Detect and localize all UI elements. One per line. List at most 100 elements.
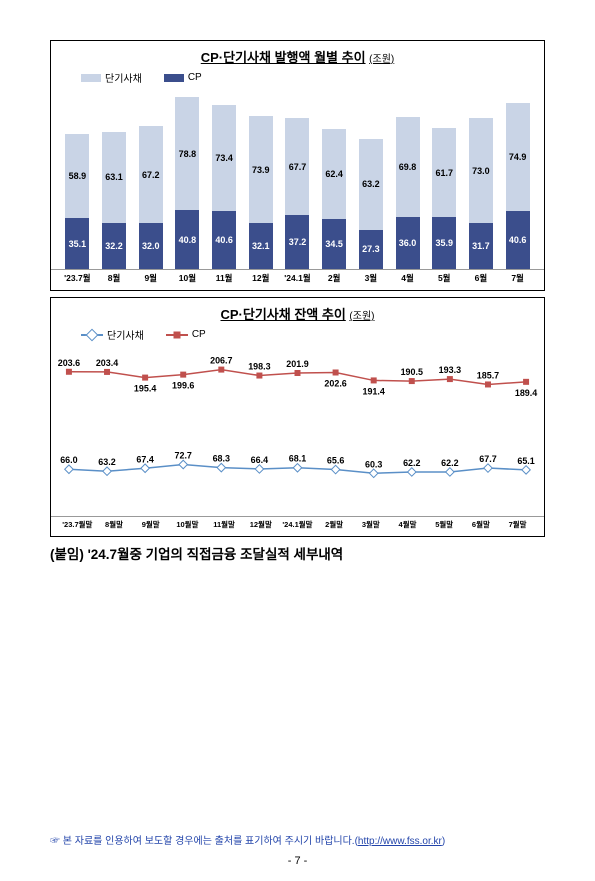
bar-segment-short: 69.8 <box>396 117 420 218</box>
bar-value-short: 74.9 <box>506 152 530 162</box>
bar-segment-cp: 36.0 <box>396 217 420 269</box>
xaxis-label: '23.7월 <box>59 272 96 284</box>
chart1-xaxis: '23.7월8월9월10월11월12월'24.1월2월3월4월5월6월7월 <box>51 269 544 290</box>
bar-column: 40.6 73.4 <box>208 105 241 269</box>
svg-text:67.7: 67.7 <box>479 454 496 464</box>
chart2-plot: 203.6203.4195.4199.6206.7198.3201.9202.6… <box>51 346 544 516</box>
bar-segment-cp: 40.6 <box>506 211 530 269</box>
bar-value-cp: 36.0 <box>396 238 420 248</box>
bar-stack: 40.878.8 <box>175 97 199 269</box>
bar-column: 27.363.2 <box>355 139 388 269</box>
xaxis-label: 7월말 <box>499 519 536 530</box>
bar-value-cp: 32.0 <box>139 241 163 251</box>
legend-swatch <box>81 74 101 82</box>
bar-stack: 35.9 61.7 <box>432 128 456 269</box>
bar-segment-short: 63.2 <box>359 139 383 230</box>
footer-tail: ) <box>442 836 445 847</box>
svg-text:68.3: 68.3 <box>213 454 230 464</box>
legend-swatch <box>164 74 184 82</box>
bar-segment-short: 58.9 <box>65 134 89 219</box>
bar-value-short: 63.1 <box>102 172 126 182</box>
legend-label: CP <box>188 72 202 83</box>
footer-link[interactable]: http://www.fss.or.kr <box>358 836 442 847</box>
xaxis-label: 7월 <box>499 272 536 284</box>
svg-text:185.7: 185.7 <box>477 370 499 380</box>
svg-text:67.4: 67.4 <box>136 454 153 464</box>
svg-text:199.6: 199.6 <box>172 381 194 391</box>
svg-text:65.1: 65.1 <box>517 456 534 466</box>
bar-stack: 32.173.9 <box>249 116 273 269</box>
chart2-title-main: CP·단기사채 잔액 추이 <box>221 307 346 322</box>
legend-line <box>166 334 188 336</box>
bar-value-cp: 40.8 <box>175 235 199 245</box>
bar-value-short: 58.9 <box>65 171 89 181</box>
svg-text:203.4: 203.4 <box>96 358 118 368</box>
legend-label: CP <box>192 329 206 340</box>
legend-label: 단기사채 <box>105 70 142 85</box>
xaxis-label: 3월말 <box>353 519 390 530</box>
xaxis-label: '23.7월말 <box>59 519 96 530</box>
bar-segment-short: 74.9 <box>506 103 530 211</box>
legend-marker-icon <box>173 331 180 338</box>
bar-stack: 31.7 73.0 <box>469 118 493 269</box>
svg-text:189.4: 189.4 <box>515 388 537 398</box>
xaxis-label: 2월말 <box>316 519 353 530</box>
chart2-xaxis: '23.7월말8월말9월말10월말11월말12월말'24.1월말2월말3월말4월… <box>51 516 544 536</box>
svg-text:203.6: 203.6 <box>58 358 80 368</box>
svg-text:68.1: 68.1 <box>289 454 306 464</box>
bar-segment-cp: 35.9 <box>432 217 456 269</box>
svg-text:202.6: 202.6 <box>324 378 346 388</box>
chart1-title: CP·단기사채 발행액 월별 추이 (조원) <box>51 41 544 68</box>
bar-segment-cp: 32.1 <box>249 223 273 269</box>
attachment-text: (붙임) '24.7월중 기업의 직접금융 조달실적 세부내역 <box>50 543 545 563</box>
xaxis-label: 12월 <box>242 272 279 284</box>
bar-column: 36.0 69.8 <box>391 117 424 269</box>
xaxis-label: 10월 <box>169 272 206 284</box>
svg-text:206.7: 206.7 <box>210 356 232 366</box>
bar-value-short: 67.2 <box>139 170 163 180</box>
bar-segment-cp: 40.8 <box>175 210 199 269</box>
bar-column: 40.6 74.9 <box>501 103 534 269</box>
bar-column: 32.2 63.1 <box>98 132 131 269</box>
bar-value-short: 62.4 <box>322 169 346 179</box>
bar-value-short: 61.7 <box>432 168 456 178</box>
bar-value-cp: 31.7 <box>469 241 493 251</box>
bar-segment-cp: 35.1 <box>65 218 89 269</box>
xaxis-label: 10월말 <box>169 519 206 530</box>
bar-value-cp: 35.9 <box>432 238 456 248</box>
bar-column: 31.7 73.0 <box>465 118 498 269</box>
bar-stack: 27.363.2 <box>359 139 383 269</box>
xaxis-label: 6월 <box>463 272 500 284</box>
bar-segment-cp: 32.0 <box>139 223 163 269</box>
chart1-legend: 단기사채 CP <box>51 68 544 89</box>
svg-text:62.2: 62.2 <box>403 458 420 468</box>
xaxis-label: 11월 <box>206 272 243 284</box>
bar-value-short: 69.8 <box>396 162 420 172</box>
svg-text:198.3: 198.3 <box>248 362 270 372</box>
bar-stack: 36.0 69.8 <box>396 117 420 269</box>
bar-chart-box: CP·단기사채 발행액 월별 추이 (조원) 단기사채 CP 35.1 58.9 32… <box>50 40 545 291</box>
legend-marker-icon <box>86 328 99 341</box>
bar-segment-short: 73.4 <box>212 105 236 211</box>
svg-text:190.5: 190.5 <box>401 367 423 377</box>
bar-stack: 40.6 73.4 <box>212 105 236 269</box>
bar-stack: 37.267.7 <box>285 118 309 269</box>
footer-text: ☞ 본 자료를 인용하여 보도할 경우에는 출처를 표기하여 주시기 바랍니다.… <box>50 836 358 847</box>
xaxis-label: 8월 <box>96 272 133 284</box>
svg-text:66.4: 66.4 <box>251 455 268 465</box>
bar-segment-short: 63.1 <box>102 132 126 223</box>
bar-segment-short: 73.0 <box>469 118 493 223</box>
bar-segment-short: 73.9 <box>249 116 273 222</box>
xaxis-label: 6월말 <box>463 519 500 530</box>
bar-segment-short: 61.7 <box>432 128 456 217</box>
chart2-title-unit: (조원) <box>349 311 374 322</box>
chart2-legend: 단기사채 CP <box>51 325 544 346</box>
xaxis-label: '24.1월 <box>279 272 316 284</box>
bar-segment-cp: 32.2 <box>102 223 126 269</box>
bar-value-short: 67.7 <box>285 162 309 172</box>
svg-text:60.3: 60.3 <box>365 459 382 469</box>
bar-value-cp: 40.6 <box>212 235 236 245</box>
bar-stack: 32.0 67.2 <box>139 126 163 269</box>
chart1-plot: 35.1 58.9 32.2 63.1 32.0 67.2 40.878.8 40.6 73.4… <box>51 89 544 269</box>
legend-label: 단기사채 <box>107 327 144 342</box>
